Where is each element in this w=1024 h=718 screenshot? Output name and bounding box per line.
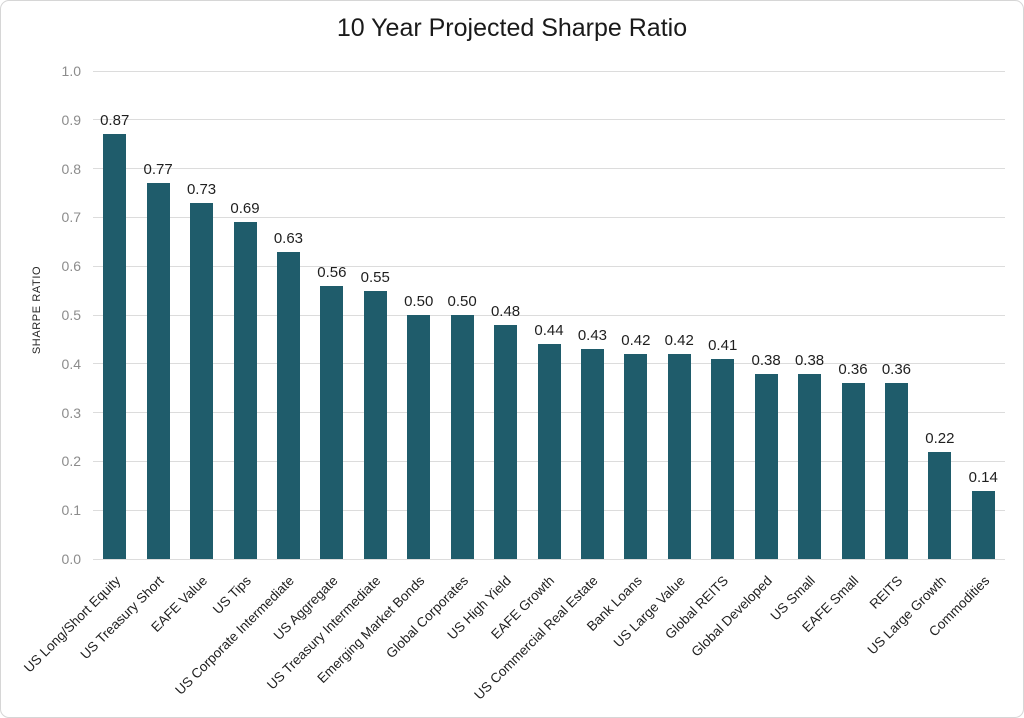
y-tick-label: 0.7 bbox=[61, 209, 81, 226]
bar-value-label: 0.73 bbox=[186, 180, 217, 198]
chart-title: 10 Year Projected Sharpe Ratio bbox=[336, 14, 688, 42]
bar-value-label: 0.22 bbox=[925, 429, 955, 447]
gridline bbox=[93, 216, 1005, 218]
bar-value-label: 0.42 bbox=[664, 332, 694, 350]
bar bbox=[711, 358, 735, 559]
bar-value-label: 0.56 bbox=[317, 263, 347, 281]
gridline bbox=[93, 119, 1005, 121]
bar bbox=[450, 315, 474, 559]
bar bbox=[276, 251, 300, 559]
bar bbox=[537, 344, 561, 559]
bar bbox=[407, 315, 431, 559]
gridline bbox=[93, 558, 1005, 560]
y-tick-label: 0.3 bbox=[61, 404, 81, 421]
bar-value-label: 0.50 bbox=[447, 293, 477, 310]
bar-value-label: 0.63 bbox=[273, 229, 304, 247]
bar bbox=[580, 349, 604, 559]
bar-value-label: 0.87 bbox=[100, 112, 130, 130]
bar-value-label: 0.36 bbox=[838, 361, 868, 379]
bar-value-label: 0.38 bbox=[794, 351, 825, 369]
bar bbox=[884, 383, 908, 559]
y-tick-label: 0.0 bbox=[61, 551, 81, 567]
bar bbox=[971, 490, 995, 559]
bar bbox=[233, 222, 257, 559]
bar-value-label: 0.36 bbox=[881, 361, 912, 379]
bar bbox=[624, 354, 648, 559]
x-axis-label: Global Developed bbox=[688, 573, 775, 660]
bar-value-label: 0.38 bbox=[751, 351, 781, 369]
bar-value-label: 0.41 bbox=[708, 336, 738, 354]
bar bbox=[667, 354, 691, 559]
bar-value-label: 0.55 bbox=[360, 268, 390, 286]
bar-value-label: 0.77 bbox=[143, 161, 173, 179]
bar-value-label: 0.14 bbox=[968, 468, 998, 486]
y-tick-label: 0.2 bbox=[61, 453, 81, 470]
gridline bbox=[93, 70, 1005, 72]
bar bbox=[146, 183, 170, 559]
y-tick-label: 0.6 bbox=[61, 258, 81, 275]
x-axis-label: US Large Growth bbox=[864, 573, 949, 658]
bar bbox=[754, 373, 778, 559]
bar bbox=[190, 202, 214, 559]
bar-value-label: 0.69 bbox=[230, 200, 260, 218]
bar-value-label: 0.50 bbox=[404, 293, 434, 310]
y-tick-label: 0.1 bbox=[61, 502, 81, 519]
y-tick-label: 0.4 bbox=[61, 355, 81, 372]
y-tick-label: 0.5 bbox=[61, 307, 81, 323]
bar-value-label: 0.48 bbox=[490, 302, 521, 320]
y-tick-label: 0.8 bbox=[61, 160, 81, 177]
bar bbox=[103, 134, 127, 559]
bar-value-label: 0.42 bbox=[621, 332, 651, 350]
bar bbox=[320, 285, 344, 559]
y-tick-label: 1.0 bbox=[61, 63, 81, 79]
bar bbox=[494, 324, 518, 559]
x-axis-label: REITS bbox=[866, 573, 906, 612]
bar bbox=[841, 383, 865, 559]
bar bbox=[363, 290, 387, 559]
gridline bbox=[93, 168, 1005, 170]
y-tick-label: 0.9 bbox=[61, 111, 81, 128]
gridline bbox=[93, 265, 1005, 267]
bar bbox=[798, 373, 822, 559]
bar-value-label: 0.44 bbox=[534, 322, 564, 340]
bar bbox=[928, 451, 952, 559]
gridline bbox=[93, 314, 1005, 316]
bar-value-label: 0.43 bbox=[577, 327, 608, 345]
